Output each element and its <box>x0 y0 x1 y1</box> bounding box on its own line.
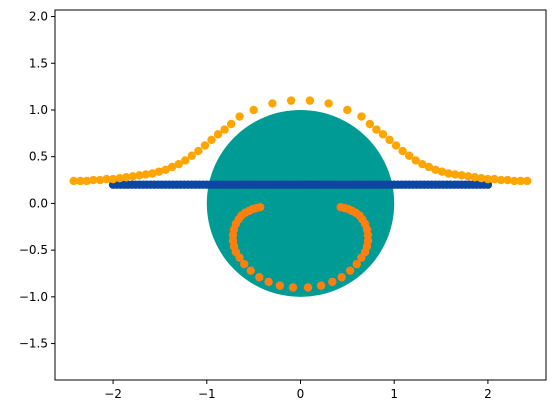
series-orange-bell-points <box>69 96 532 186</box>
y-tick-label: −1.0 <box>19 290 48 304</box>
arc-point <box>345 266 355 275</box>
bell-point <box>220 125 229 134</box>
x-tick-label: −1 <box>198 387 216 401</box>
arc-point <box>328 277 337 287</box>
bell-point <box>477 173 486 183</box>
bell-point <box>496 175 506 185</box>
bell-point <box>431 165 440 174</box>
bell-point <box>207 135 216 145</box>
arc-point <box>336 202 345 212</box>
bell-point <box>213 130 223 139</box>
plot-area <box>69 96 532 297</box>
bell-point <box>404 151 414 160</box>
arc-point <box>235 253 244 262</box>
bell-point <box>108 174 118 184</box>
bell-point <box>102 174 111 184</box>
x-tick-label: −2 <box>104 387 122 401</box>
bell-point <box>235 112 244 121</box>
bell-point <box>470 173 479 182</box>
bell-point <box>194 146 203 156</box>
bell-point <box>437 167 447 176</box>
bell-point <box>424 162 434 172</box>
bell-point <box>398 146 407 156</box>
y-tick-label: 1.5 <box>29 56 48 70</box>
bell-point <box>378 130 388 139</box>
bell-point <box>69 176 78 186</box>
bell-point <box>365 119 375 129</box>
bell-point <box>503 175 512 185</box>
bell-point <box>249 105 258 115</box>
bell-point <box>174 159 183 169</box>
y-tick-label: −1.5 <box>19 337 48 351</box>
x-tick-label: 0 <box>297 387 305 401</box>
bell-point <box>135 171 144 180</box>
bell-point <box>200 141 210 150</box>
bell-point <box>391 141 401 150</box>
arc-point <box>352 259 361 269</box>
bell-point <box>385 135 394 145</box>
bell-point <box>490 174 499 184</box>
bell-point <box>411 156 420 165</box>
arc-point <box>275 281 285 290</box>
bell-point <box>343 105 352 115</box>
bell-point <box>286 96 296 105</box>
bell-point <box>141 170 151 179</box>
y-tick-label: 0.5 <box>29 150 48 164</box>
bell-point <box>154 167 164 176</box>
arc-point <box>264 277 273 287</box>
bell-point <box>464 172 473 181</box>
bell-point <box>305 96 315 105</box>
y-axis: −1.5 −1.0 −0.5 0.0 0.5 1.0 1.5 2.0 <box>19 10 55 351</box>
bell-point <box>516 176 525 186</box>
bell-point <box>523 176 532 186</box>
x-tick-label: 2 <box>484 387 492 401</box>
y-tick-label: 1.0 <box>29 103 48 117</box>
bell-point <box>89 175 98 185</box>
series-blue-points <box>108 180 493 189</box>
y-tick-label: 0.0 <box>29 196 48 210</box>
arc-point <box>255 273 264 282</box>
bell-point <box>187 151 197 160</box>
y-tick-label: 2.0 <box>29 10 48 24</box>
bell-point <box>115 173 124 183</box>
arc-point <box>316 281 326 290</box>
y-tick-label: −0.5 <box>19 243 48 257</box>
bell-point <box>444 169 453 178</box>
bell-point <box>418 159 427 169</box>
bell-point <box>148 169 157 178</box>
bell-point <box>122 173 131 182</box>
arc-point <box>246 266 256 275</box>
arc-point <box>337 273 346 282</box>
bell-point <box>128 172 137 181</box>
bell-point <box>161 165 170 174</box>
bell-point <box>457 171 466 180</box>
bell-point <box>167 162 177 172</box>
bell-point <box>483 174 493 184</box>
circle-patch <box>206 109 395 297</box>
bell-point <box>181 156 190 165</box>
bell-point <box>268 99 277 108</box>
x-axis: −2 −1 0 1 2 <box>104 380 492 401</box>
bell-point <box>372 125 381 134</box>
bell-point <box>82 176 92 186</box>
x-tick-label: 1 <box>390 387 398 401</box>
series-orange-arc-points <box>228 202 373 292</box>
bell-point <box>76 176 85 186</box>
arc-point <box>288 283 298 292</box>
bell-point <box>226 119 236 129</box>
bell-point <box>324 99 333 108</box>
bell-point <box>357 112 366 121</box>
bell-point <box>95 175 105 185</box>
bell-point <box>450 170 460 179</box>
arc-point <box>240 259 249 269</box>
arc-point <box>303 283 313 292</box>
bell-point <box>509 176 519 186</box>
